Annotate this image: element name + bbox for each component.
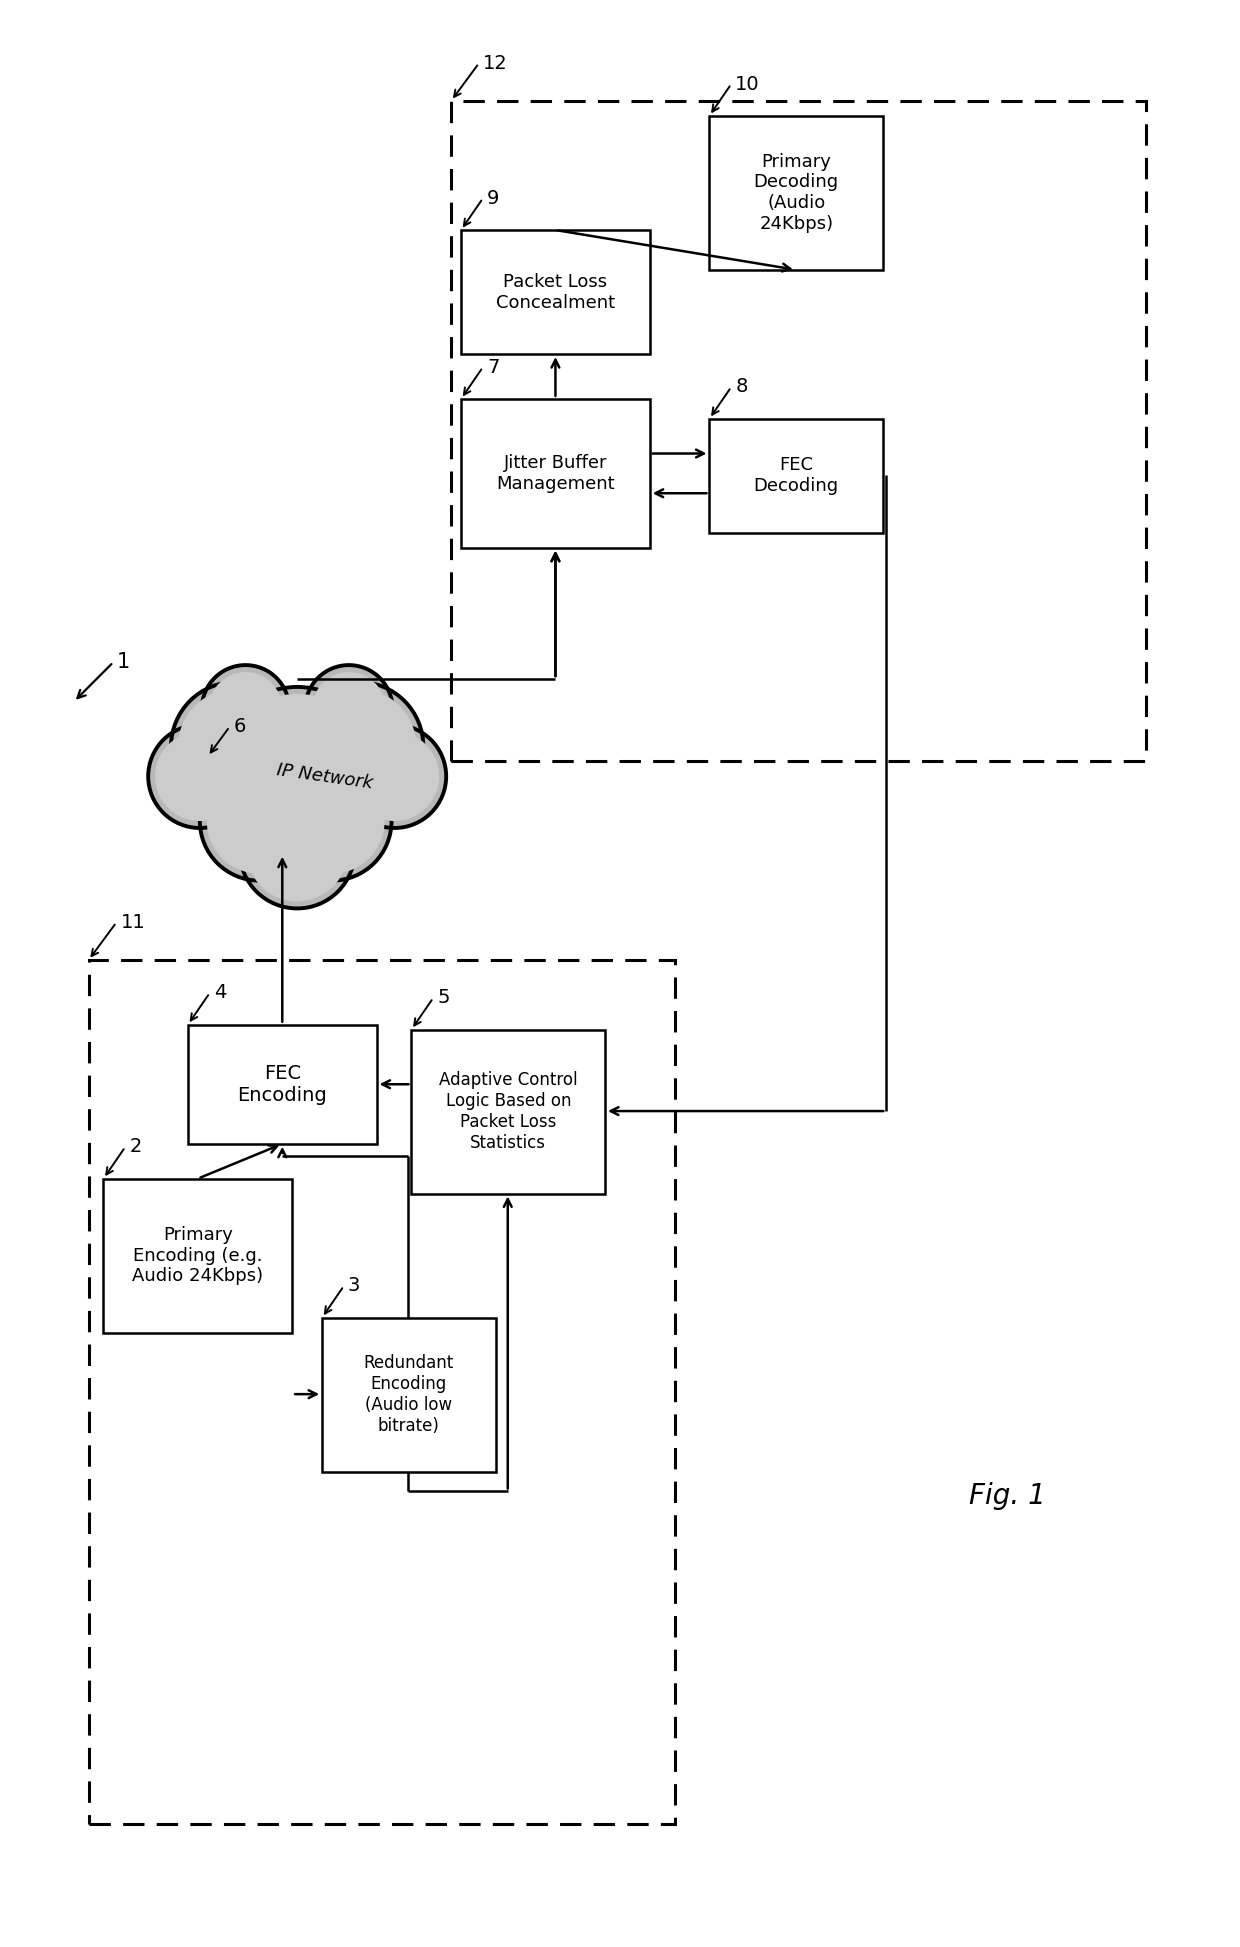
Text: Packet Loss
Concealment: Packet Loss Concealment [496, 273, 615, 312]
Bar [451, 101, 1147, 761]
Circle shape [202, 666, 289, 752]
Text: Jitter Buffer
Management: Jitter Buffer Management [496, 454, 615, 493]
Circle shape [179, 689, 293, 804]
Circle shape [343, 724, 446, 827]
Circle shape [303, 689, 415, 804]
Circle shape [301, 689, 417, 804]
Bar [412, 1030, 605, 1194]
Circle shape [305, 666, 393, 752]
Bar [461, 399, 650, 547]
Bar [88, 960, 675, 1824]
Text: 5: 5 [438, 989, 450, 1007]
Circle shape [156, 732, 243, 820]
Circle shape [312, 672, 386, 746]
Text: IP Network: IP Network [275, 761, 374, 792]
Text: 2: 2 [129, 1137, 141, 1157]
Bar [709, 115, 883, 271]
Text: Redundant
Encoding
(Audio low
bitrate): Redundant Encoding (Audio low bitrate) [363, 1355, 454, 1435]
Circle shape [155, 732, 244, 822]
Bar [709, 419, 883, 533]
Text: 9: 9 [487, 189, 500, 208]
Text: Adaptive Control
Logic Based on
Packet Loss
Statistics: Adaptive Control Logic Based on Packet L… [439, 1071, 578, 1153]
Circle shape [351, 732, 438, 820]
Circle shape [207, 769, 312, 874]
Circle shape [179, 689, 293, 804]
Circle shape [273, 761, 392, 880]
Text: 8: 8 [735, 378, 748, 397]
Text: 7: 7 [487, 358, 500, 376]
Circle shape [200, 761, 319, 880]
Text: FEC
Decoding: FEC Decoding [754, 456, 839, 495]
Bar [103, 1178, 293, 1332]
Text: FEC
Encoding: FEC Encoding [237, 1063, 327, 1104]
Text: 10: 10 [735, 74, 760, 93]
Circle shape [248, 800, 347, 901]
Text: 4: 4 [213, 983, 226, 1003]
Circle shape [224, 693, 370, 839]
Circle shape [210, 674, 281, 744]
Circle shape [280, 769, 383, 872]
Circle shape [218, 687, 377, 845]
Text: 3: 3 [348, 1277, 360, 1295]
Bar [461, 230, 650, 354]
Circle shape [294, 681, 423, 812]
Text: Primary
Encoding (e.g.
Audio 24Kbps): Primary Encoding (e.g. Audio 24Kbps) [133, 1227, 263, 1285]
Circle shape [149, 724, 252, 827]
Circle shape [247, 800, 348, 901]
Circle shape [171, 681, 300, 812]
Circle shape [226, 695, 368, 837]
Text: 1: 1 [117, 652, 130, 672]
Text: 11: 11 [120, 913, 145, 933]
Bar [322, 1318, 496, 1472]
Circle shape [279, 769, 384, 874]
Circle shape [208, 769, 311, 872]
Circle shape [208, 672, 283, 746]
Circle shape [350, 732, 439, 822]
Text: Fig. 1: Fig. 1 [968, 1482, 1045, 1511]
Bar [188, 1024, 377, 1143]
Text: 12: 12 [482, 55, 507, 72]
Circle shape [312, 674, 384, 744]
Text: 6: 6 [233, 716, 246, 736]
Text: Primary
Decoding
(Audio
24Kbps): Primary Decoding (Audio 24Kbps) [754, 152, 839, 234]
Circle shape [239, 792, 355, 909]
